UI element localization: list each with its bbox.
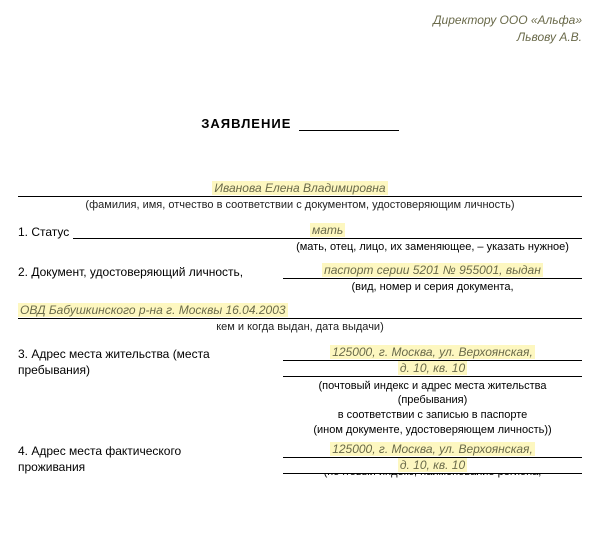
value-address-text: 125000, г. Москва, ул. Верхоянская, xyxy=(330,345,535,359)
value-fact-address-text-2: д. 10, кв. 10 xyxy=(398,458,467,472)
label-fact-address-line1: 4. Адрес места фактического xyxy=(18,444,279,458)
value-address: 125000, г. Москва, ул. Верхоянская, xyxy=(283,345,582,361)
addressee-line2: Львову А.В. xyxy=(18,29,582,46)
label-fact-address: 4. Адрес места фактического xyxy=(18,444,283,458)
hint-issued-by: кем и когда выдан, дата выдачи) xyxy=(18,321,582,333)
label-fact-address-line2: проживания xyxy=(18,460,283,474)
row-address: 3. Адрес места жительства (места 125000,… xyxy=(18,345,582,361)
value-address-2: д. 10, кв. 10 xyxy=(283,361,582,377)
hint-address-4: (ином документе, удостоверяющем личность… xyxy=(283,423,582,438)
label-status: 1. Статус xyxy=(18,225,73,239)
addressee-line1: Директору ООО «Альфа» xyxy=(18,12,582,29)
value-id-doc: паспорт серии 5201 № 955001, выдан xyxy=(283,263,582,279)
row-address-2: пребывания) д. 10, кв. 10 xyxy=(18,361,582,377)
hint-id-doc: (вид, номер и серия документа, xyxy=(283,281,582,293)
hint-fact-address: (почтовый индекс, наименование региона, xyxy=(283,474,582,478)
full-name-row: Иванова Елена Владимировна xyxy=(18,181,582,195)
full-name-underline xyxy=(18,195,582,197)
full-name-hint: (фамилия, имя, отчество в соответствии с… xyxy=(18,199,582,211)
row-id-doc-hint: (вид, номер и серия документа, xyxy=(18,279,582,303)
value-status: мать xyxy=(73,223,582,239)
hint-address-1: (почтовый индекс и адрес места жительств… xyxy=(283,379,582,394)
label-id-doc: 2. Документ, удостоверяющий личность, xyxy=(18,265,283,279)
value-issued-by: ОВД Бабушкинского р-на г. Москвы 16.04.2… xyxy=(18,303,288,317)
document-title: ЗАЯВЛЕНИЕ xyxy=(201,116,291,131)
title-row: ЗАЯВЛЕНИЕ xyxy=(18,116,582,131)
row-status-hint: (мать, отец, лицо, их заменяющее, – указ… xyxy=(18,239,582,263)
title-blank-line xyxy=(299,130,399,131)
row-fact-address-hint: (почтовый индекс, наименование региона, xyxy=(18,474,582,488)
value-address-text-2: д. 10, кв. 10 xyxy=(398,361,467,375)
addressee-block: Директору ООО «Альфа» Львову А.В. xyxy=(18,12,582,46)
value-fact-address-text: 125000, г. Москва, ул. Верхоянская, xyxy=(330,442,535,456)
row-address-hint: (почтовый индекс и адрес места жительств… xyxy=(18,377,582,438)
applicant-full-name: Иванова Елена Владимировна xyxy=(212,181,387,195)
row-status: 1. Статус мать xyxy=(18,223,582,239)
hint-address-3: в соответствии с записью в паспорте xyxy=(283,408,582,423)
row-id-doc: 2. Документ, удостоверяющий личность, па… xyxy=(18,263,582,279)
label-address-line1: 3. Адрес места жительства (места xyxy=(18,347,279,361)
value-status-text: мать xyxy=(310,223,345,237)
row-fact-address: 4. Адрес места фактического 125000, г. М… xyxy=(18,442,582,458)
row-issued-by: ОВД Бабушкинского р-на г. Москвы 16.04.2… xyxy=(18,303,582,317)
hint-address-2: (пребывания) xyxy=(283,393,582,408)
row-fact-address-2: проживания д. 10, кв. 10 xyxy=(18,458,582,474)
value-fact-address-2: д. 10, кв. 10 xyxy=(283,458,582,474)
label-address-line2: пребывания) xyxy=(18,363,283,377)
hint-status: (мать, отец, лицо, их заменяющее, – указ… xyxy=(283,241,582,253)
label-address: 3. Адрес места жительства (места xyxy=(18,347,283,361)
issued-by-underline xyxy=(18,317,582,319)
value-id-doc-text: паспорт серии 5201 № 955001, выдан xyxy=(322,263,543,277)
value-fact-address: 125000, г. Москва, ул. Верхоянская, xyxy=(283,442,582,458)
